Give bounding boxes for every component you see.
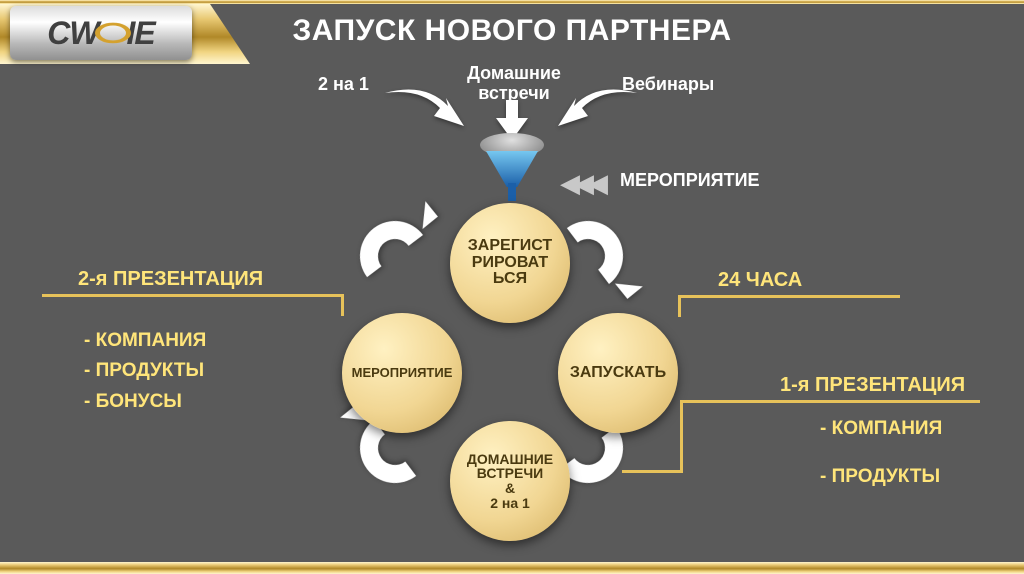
funnel-input-left: 2 на 1 (318, 75, 369, 95)
callout-pres2-list: КОМПАНИЯ ПРОДУКТЫ БОНУСЫ (84, 326, 206, 417)
gold-bar-top (0, 0, 1024, 4)
callout-line (678, 295, 681, 317)
callout-pres2-title: 2-я ПРЕЗЕНТАЦИЯ (78, 268, 263, 291)
diagram-stage: 2 на 1 Домашние встречи Вебинары ◀◀◀ МЕР… (0, 58, 1024, 562)
list-item: ПРОДУКТЫ (84, 356, 206, 386)
callout-line (341, 294, 344, 316)
callout-line (622, 470, 683, 473)
callout-line (680, 400, 683, 470)
cycle-node-meet: ДОМАШНИЕВСТРЕЧИ&2 на 1 (450, 421, 570, 541)
cycle-arrow-icon (355, 216, 434, 295)
list-item: КОМПАНИЯ (84, 326, 206, 356)
cycle-node-label: ЗАРЕГИСТРИРОВАТЬСЯ (462, 238, 558, 288)
cycle-node-label: МЕРОПРИЯТИЕ (346, 366, 459, 380)
callout-line (680, 400, 980, 403)
funnel-icon (480, 133, 544, 203)
cycle-node-event: МЕРОПРИЯТИЕ (342, 313, 462, 433)
page-title: ЗАПУСК НОВОГО ПАРТНЕРА (0, 14, 1024, 48)
list-item: БОНУСЫ (84, 387, 206, 417)
event-side-label: МЕРОПРИЯТИЕ (620, 170, 760, 191)
callout-line (42, 294, 344, 297)
callout-24h: 24 ЧАСА (718, 269, 802, 292)
callout-line (678, 295, 900, 298)
list-item: КОМПАНИЯ (820, 414, 942, 444)
cycle-node-launch: ЗАПУСКАТЬ (558, 313, 678, 433)
cycle-node-label: ДОМАШНИЕВСТРЕЧИ&2 на 1 (461, 452, 559, 511)
funnel-input-center-l1: Домашние (467, 63, 561, 83)
cycle-node-register: ЗАРЕГИСТРИРОВАТЬСЯ (450, 203, 570, 323)
cycle-diagram: ЗАРЕГИСТРИРОВАТЬСЯ ЗАПУСКАТЬ ДОМАШНИЕВСТ… (340, 203, 680, 548)
inflow-arrow-left-icon (380, 88, 470, 132)
chevrons-icon: ◀◀◀ (560, 168, 602, 199)
callout-pres1-list: КОМПАНИЯ ПРОДУКТЫ (820, 414, 942, 493)
cycle-node-label: ЗАПУСКАТЬ (564, 365, 672, 382)
list-item: ПРОДУКТЫ (820, 462, 942, 492)
callout-pres1-title: 1-я ПРЕЗЕНТАЦИЯ (780, 374, 965, 397)
gold-bar-bottom (0, 562, 1024, 574)
inflow-arrow-right-icon (552, 88, 642, 132)
